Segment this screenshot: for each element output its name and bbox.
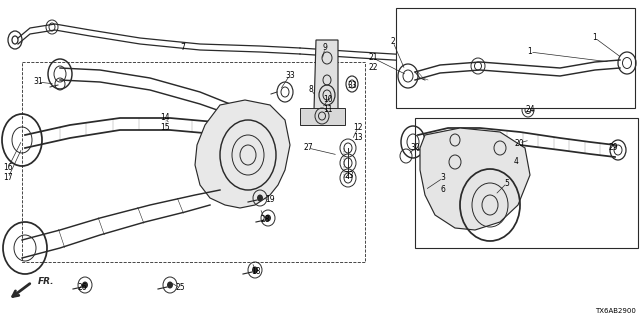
Text: 31: 31	[33, 77, 43, 86]
Text: 13: 13	[353, 133, 363, 142]
Text: 1: 1	[593, 34, 597, 43]
Text: 26: 26	[77, 284, 87, 292]
Ellipse shape	[252, 267, 258, 274]
Text: 20: 20	[514, 139, 524, 148]
Text: 2: 2	[390, 37, 396, 46]
Text: 4: 4	[513, 157, 518, 166]
Ellipse shape	[167, 282, 173, 289]
Text: 7: 7	[180, 43, 186, 52]
Text: 11: 11	[323, 106, 333, 115]
Text: 33: 33	[347, 81, 357, 90]
Polygon shape	[420, 128, 530, 230]
Text: 6: 6	[440, 186, 445, 195]
Bar	[415, 118, 638, 248]
Polygon shape	[195, 100, 290, 208]
Text: 3: 3	[440, 173, 445, 182]
Ellipse shape	[257, 195, 263, 202]
Bar	[22, 62, 365, 262]
Text: 12: 12	[353, 124, 363, 132]
Ellipse shape	[82, 282, 88, 289]
Text: 8: 8	[308, 85, 314, 94]
Text: 9: 9	[323, 44, 328, 52]
Text: 16: 16	[3, 164, 13, 172]
Text: 30: 30	[410, 143, 420, 153]
Text: 24: 24	[525, 106, 535, 115]
Bar	[396, 8, 635, 108]
Text: 28: 28	[260, 215, 269, 225]
Text: 27: 27	[303, 143, 313, 153]
Text: 18: 18	[252, 268, 260, 276]
Text: 14: 14	[160, 114, 170, 123]
Text: 23: 23	[344, 171, 354, 180]
Text: 33: 33	[285, 70, 295, 79]
Polygon shape	[300, 108, 345, 125]
Text: 5: 5	[504, 179, 509, 188]
Text: FR.: FR.	[38, 277, 54, 286]
Ellipse shape	[265, 214, 271, 221]
Text: 19: 19	[265, 196, 275, 204]
Text: 25: 25	[175, 284, 185, 292]
Text: 15: 15	[160, 124, 170, 132]
Text: 17: 17	[3, 173, 13, 182]
Text: 1: 1	[527, 47, 532, 57]
Text: 22: 22	[368, 63, 378, 73]
Text: 21: 21	[368, 53, 378, 62]
Text: TX6AB2900: TX6AB2900	[595, 308, 636, 314]
Polygon shape	[314, 40, 338, 118]
Text: 29: 29	[608, 142, 618, 151]
Text: 10: 10	[323, 95, 333, 105]
